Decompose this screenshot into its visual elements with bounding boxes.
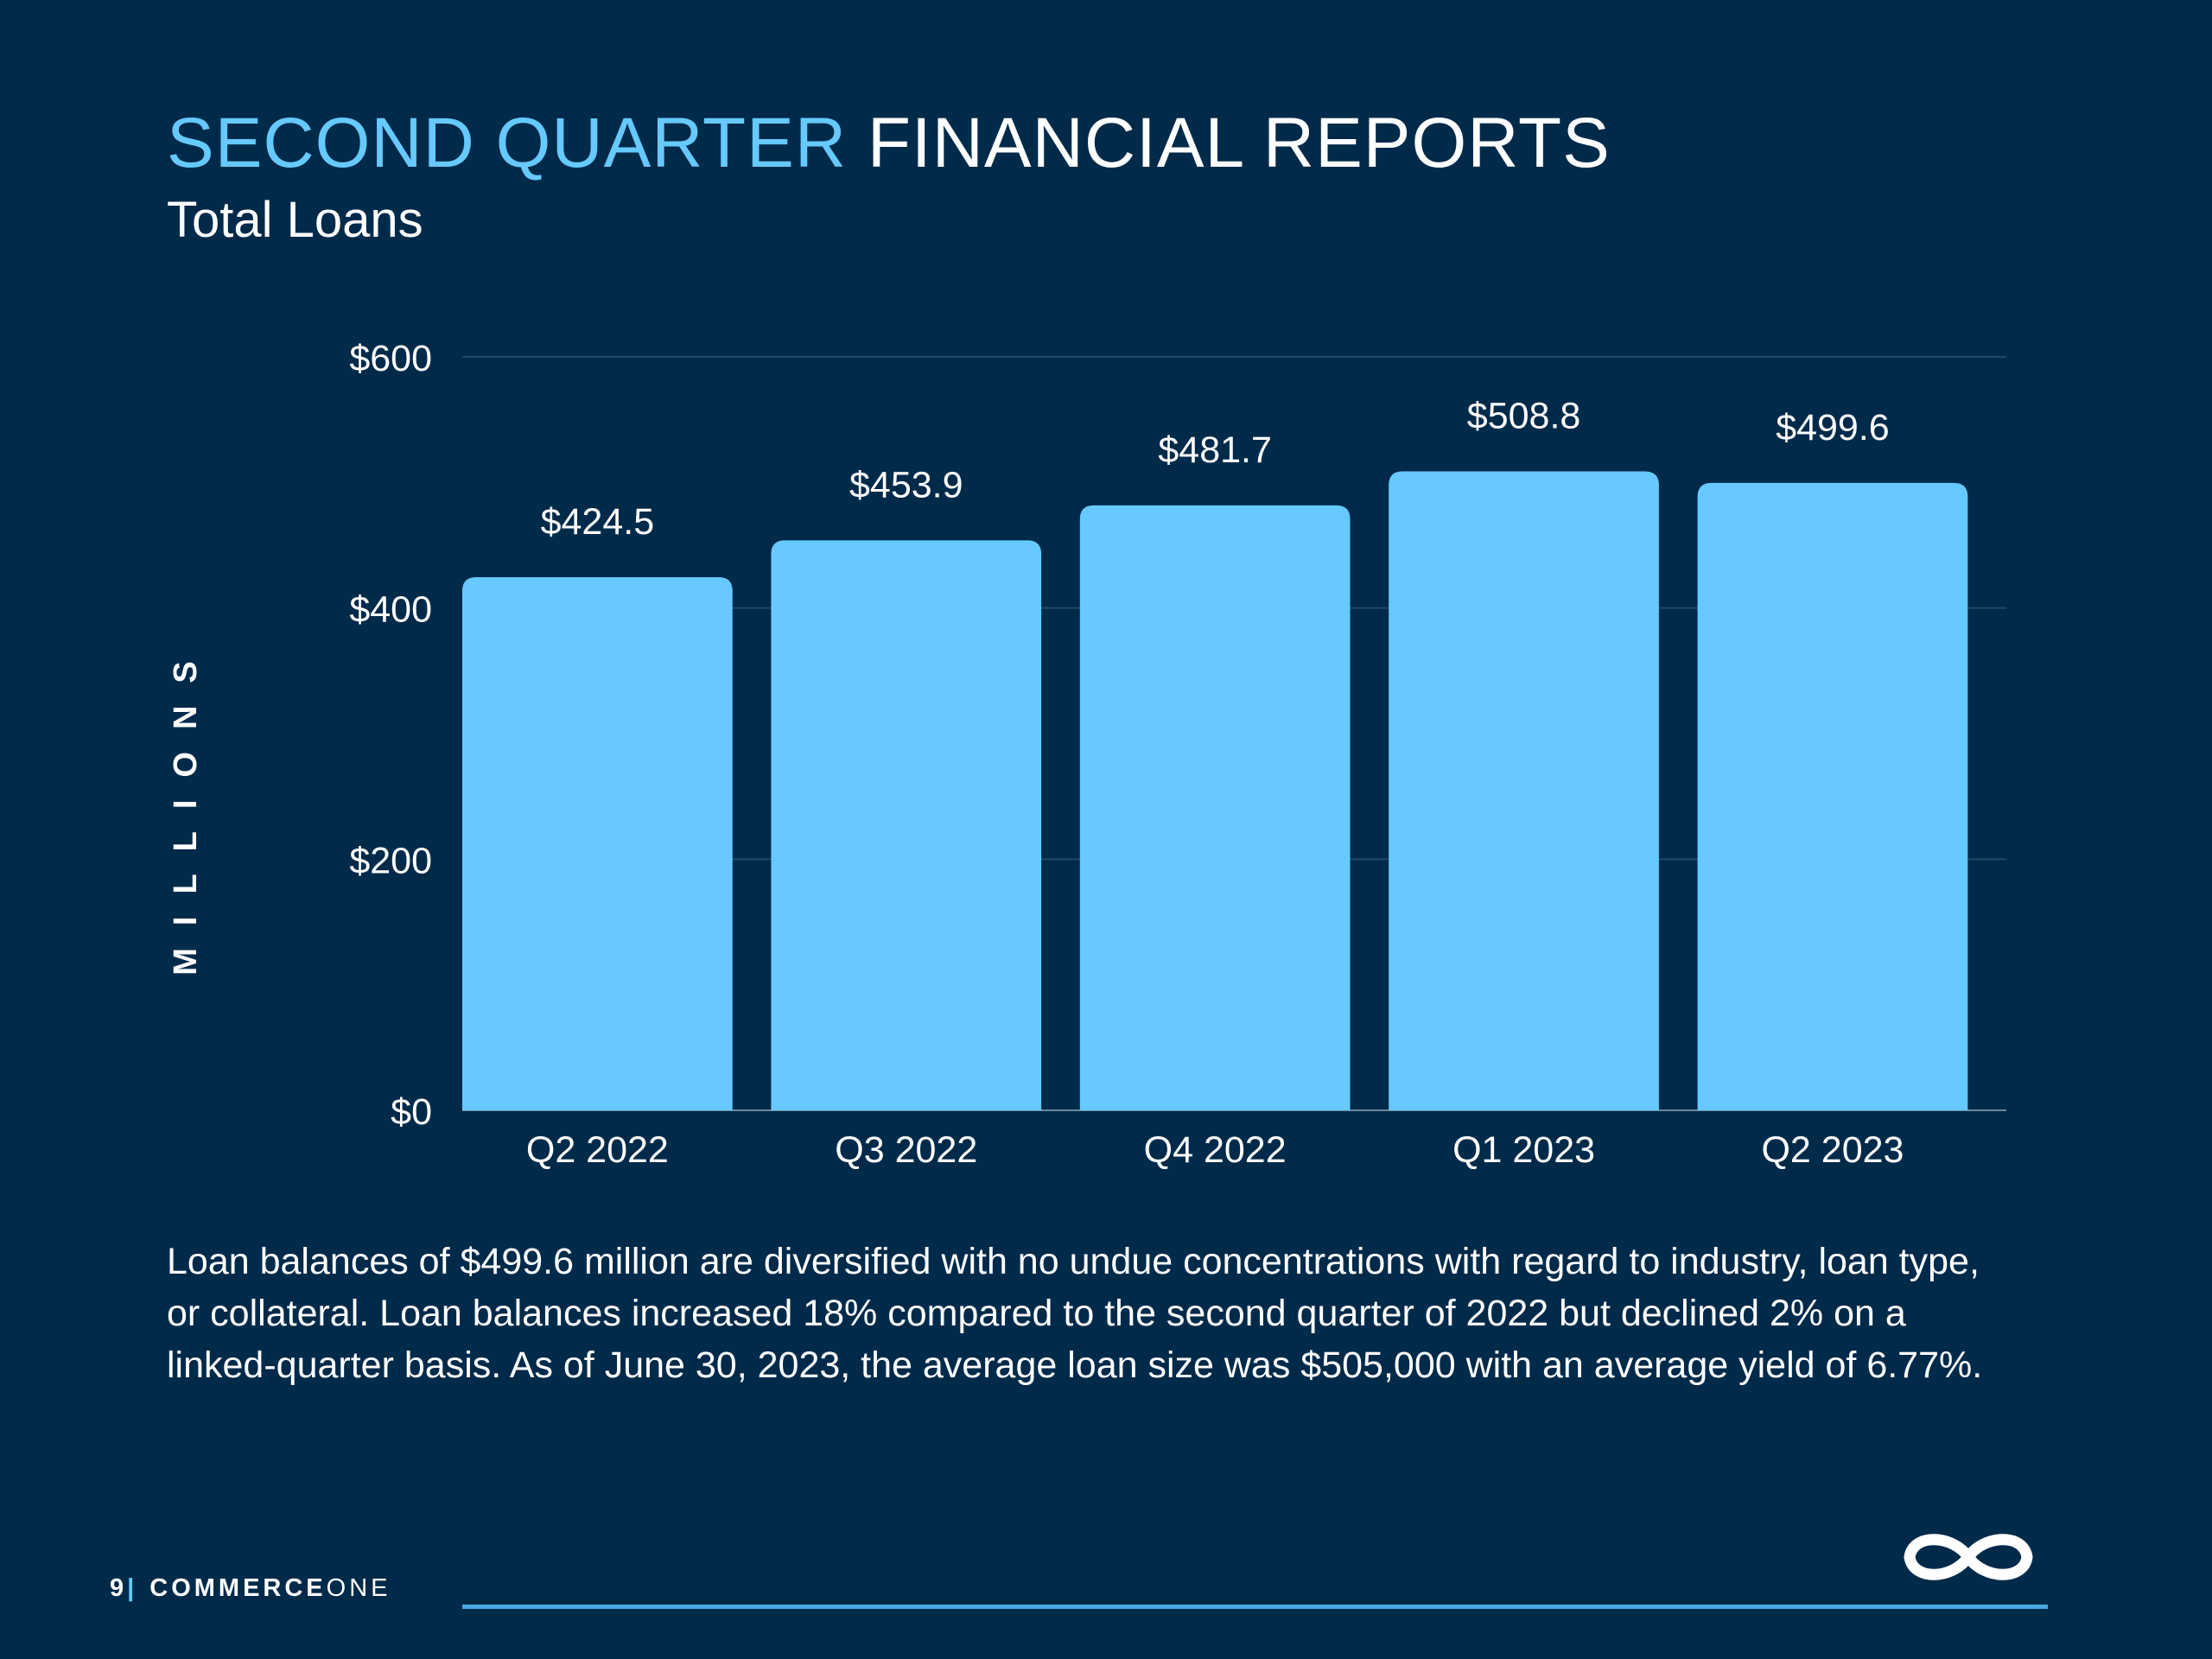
x-tick-label: Q4 2022 bbox=[1144, 1129, 1287, 1171]
title-main: FINANCIAL REPORTS bbox=[867, 104, 1611, 182]
footer-divider bbox=[462, 1605, 2048, 1609]
footer-separator: | bbox=[127, 1574, 138, 1602]
page-subtitle: Total Loans bbox=[167, 192, 423, 248]
data-label: $424.5 bbox=[541, 501, 655, 543]
page-title: SECOND QUARTER FINANCIAL REPORTS bbox=[167, 102, 1611, 185]
x-tick-label: Q2 2023 bbox=[1761, 1129, 1904, 1171]
title-accent: SECOND QUARTER bbox=[167, 104, 848, 182]
title-block: SECOND QUARTER FINANCIAL REPORTS Total L… bbox=[167, 102, 1611, 251]
y-tick-label: $400 bbox=[349, 589, 432, 631]
bar bbox=[1389, 471, 1659, 1110]
footer-brand: 9| COMMERCEONE bbox=[110, 1574, 391, 1603]
bar bbox=[1079, 505, 1351, 1110]
data-label: $453.9 bbox=[849, 464, 963, 505]
x-tick-label: Q3 2022 bbox=[835, 1129, 977, 1171]
x-tick-label: Q1 2023 bbox=[1452, 1129, 1595, 1171]
x-tick-label: Q2 2022 bbox=[526, 1129, 669, 1171]
page-number: 9 bbox=[110, 1574, 128, 1602]
data-label: $499.6 bbox=[1776, 407, 1890, 448]
y-axis-label: MILLIONS bbox=[168, 639, 204, 976]
data-label: $508.8 bbox=[1467, 396, 1581, 437]
bar bbox=[1697, 482, 1968, 1110]
y-tick-label: $200 bbox=[349, 840, 432, 881]
data-label: $481.7 bbox=[1158, 429, 1272, 471]
description-text: Loan balances of $499.6 million are dive… bbox=[167, 1241, 1983, 1386]
brand-name-bold: COMMERCE bbox=[149, 1574, 327, 1602]
bar bbox=[771, 540, 1042, 1110]
y-tick-label: $0 bbox=[391, 1091, 432, 1133]
y-tick-label: $600 bbox=[349, 338, 432, 379]
brand-name-light: ONE bbox=[326, 1574, 391, 1602]
bar bbox=[462, 577, 733, 1110]
infinity-icon bbox=[1904, 1534, 2033, 1580]
bar-chart: $0 $200 $400 $600 MILLIONS $424.5 Q2 2022 $453.… bbox=[168, 338, 2006, 1171]
